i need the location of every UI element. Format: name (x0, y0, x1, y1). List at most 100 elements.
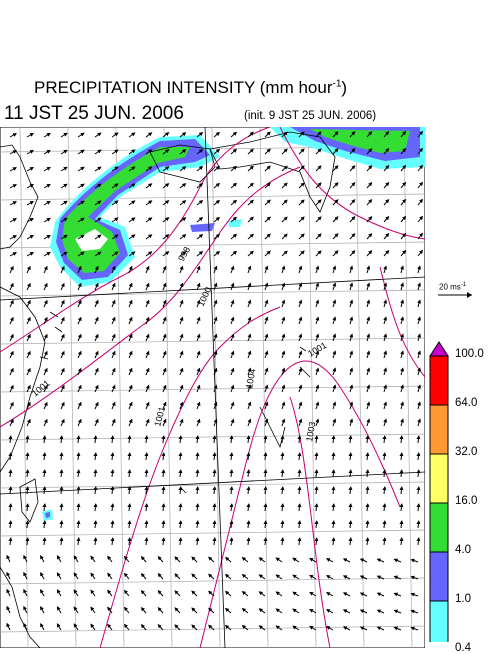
wind-vector (400, 350, 405, 359)
wind-vector (393, 626, 402, 631)
wind-vector (298, 299, 303, 308)
wind-vector (400, 299, 405, 308)
wind-vector (417, 181, 424, 189)
wind-vector (162, 299, 167, 308)
wind-vector (247, 265, 252, 274)
wind-vector (111, 132, 119, 138)
wind-vector (140, 606, 147, 614)
isobar-5 (289, 396, 331, 648)
wind-vector (275, 625, 283, 631)
wind-vector (162, 132, 170, 138)
wind-vector (275, 608, 283, 614)
wind-vector (349, 401, 354, 410)
wind-vector (77, 217, 85, 223)
wind-vector (77, 333, 82, 342)
wind-vector (230, 282, 235, 291)
wind-vector (26, 218, 34, 223)
wind-vector (365, 452, 370, 461)
wind-vector (382, 435, 387, 444)
wind-vector (230, 333, 235, 342)
wind-vector (174, 607, 181, 614)
wind-vector (416, 469, 421, 478)
legend-level-label: 0.4 (455, 642, 471, 654)
wind-vector (196, 165, 204, 172)
wind-vector (179, 418, 184, 427)
wind-vector (23, 571, 28, 580)
wind-vector (366, 233, 373, 240)
wind-vector (258, 608, 266, 614)
legend-level-label: 64.0 (455, 397, 478, 409)
wind-vector (111, 217, 119, 223)
wind-vector (298, 182, 305, 189)
wind-vector (297, 537, 302, 546)
wind-vector (230, 384, 235, 393)
wind-vector (230, 233, 238, 240)
wind-vector (326, 609, 334, 614)
wind-vector (342, 575, 351, 580)
wind-vector (332, 384, 337, 393)
wind-vector (247, 401, 252, 410)
legend-level-label: 32.0 (455, 446, 478, 458)
wind-vector (77, 183, 85, 189)
wind-vector (230, 316, 235, 325)
wind-vector (280, 520, 285, 529)
wind-vector (195, 469, 200, 478)
wind-vector (298, 333, 303, 342)
wind-vector (40, 589, 45, 597)
wind-vector (281, 165, 288, 172)
wind-vector (196, 265, 201, 274)
wind-vector (179, 234, 187, 240)
wind-vector (342, 592, 351, 597)
wind-vector (42, 452, 47, 461)
legend-top-triangle (429, 341, 449, 357)
wind-vector (247, 384, 252, 393)
wind-vector (366, 299, 371, 308)
wind-vector (241, 590, 249, 597)
wind-vector (417, 147, 424, 155)
wind-vector (161, 452, 166, 461)
wind-vector (196, 384, 201, 393)
wind-vector (366, 182, 373, 189)
wind-vector (264, 165, 271, 172)
wind-vector (281, 199, 288, 206)
wind-vector (400, 147, 407, 155)
wind-vector (107, 555, 113, 563)
wind-vector (229, 486, 234, 495)
wind-vector (359, 558, 368, 563)
wind-vector (213, 265, 218, 274)
wind-vector (212, 469, 217, 478)
wind-vector (349, 384, 354, 393)
title-unit-exponent: -1 (332, 78, 342, 90)
legend-level-label: 4.0 (455, 544, 471, 556)
legend-level-label: 1.0 (455, 593, 471, 605)
wind-reference-arrow (438, 292, 472, 298)
wind-vector (162, 367, 167, 376)
wind-vector (366, 350, 371, 359)
wind-vector (8, 469, 13, 478)
wind-vector (281, 131, 288, 138)
legend-color-swatch (429, 404, 449, 455)
legend-color-swatch (429, 355, 449, 406)
wind-vector (23, 622, 28, 631)
wind-vector (6, 571, 11, 580)
map-frame (0, 127, 425, 648)
wind-vector (416, 452, 421, 461)
wind-vector (213, 350, 218, 359)
wind-vector (162, 333, 167, 342)
wind-vector (297, 452, 302, 461)
wind-vector (195, 435, 200, 444)
wind-vector (76, 452, 81, 461)
wind-vector (94, 234, 102, 240)
wind-vector (280, 469, 285, 478)
wind-vector (94, 217, 102, 223)
wind-vector (365, 486, 370, 495)
wind-vector (43, 166, 51, 172)
wind-vector (281, 350, 286, 359)
wind-vector (26, 184, 34, 189)
wind-vector (93, 452, 98, 461)
wind-vector (40, 572, 45, 580)
wind-vector (298, 216, 305, 223)
wind-vector (8, 537, 13, 546)
wind-vector (60, 316, 65, 325)
wind-vector (417, 384, 422, 393)
